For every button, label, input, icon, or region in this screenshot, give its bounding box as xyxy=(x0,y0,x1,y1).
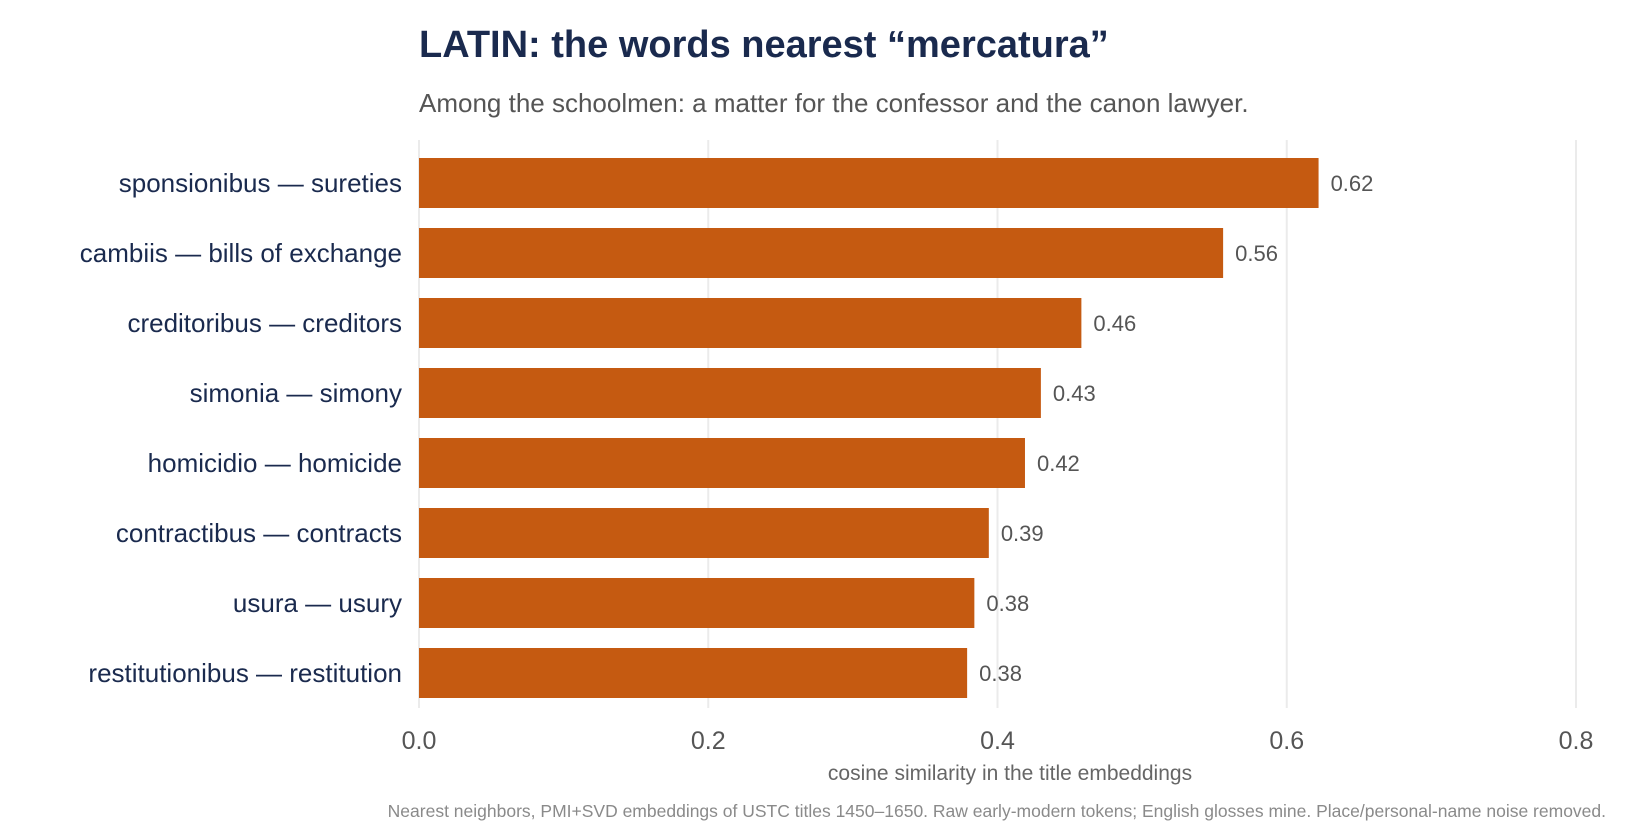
x-tick-label: 0.8 xyxy=(1559,727,1594,755)
value-label: 0.42 xyxy=(1037,451,1080,476)
chart-caption: Nearest neighbors, PMI+SVD embeddings of… xyxy=(387,801,1606,821)
x-tick-label: 0.6 xyxy=(1269,727,1304,755)
category-label: sponsionibus — sureties xyxy=(119,168,402,198)
chart-title: LATIN: the words nearest “mercatura” xyxy=(419,24,1109,66)
value-labels: 0.62 0.56 0.46 0.43 0.42 0.39 0.38 0.38 xyxy=(979,171,1373,686)
value-label: 0.39 xyxy=(1001,521,1044,546)
bar xyxy=(419,648,968,698)
category-label: creditoribus — creditors xyxy=(127,308,402,338)
category-label: simonia — simony xyxy=(190,378,402,408)
bar xyxy=(419,228,1224,278)
bar xyxy=(419,438,1025,488)
category-labels: sponsionibus — sureties cambiis — bills o… xyxy=(80,168,402,688)
value-label: 0.38 xyxy=(979,661,1022,686)
chart-subtitle: Among the schoolmen: a matter for the co… xyxy=(419,88,1249,118)
bar-chart: sponsionibus — sureties cambiis — bills o… xyxy=(80,140,1594,785)
value-label: 0.38 xyxy=(986,591,1029,616)
category-label: cambiis — bills of exchange xyxy=(80,238,402,268)
x-tick-label: 0.2 xyxy=(691,727,726,755)
x-tick-label: 0.0 xyxy=(402,727,437,755)
value-label: 0.43 xyxy=(1053,381,1096,406)
x-axis-ticks: 0.0 0.2 0.4 0.6 0.8 xyxy=(402,727,1594,755)
value-label: 0.56 xyxy=(1235,241,1278,266)
bar xyxy=(419,298,1082,348)
bar xyxy=(419,158,1319,208)
category-label: homicidio — homicide xyxy=(148,448,402,478)
bars xyxy=(419,158,1319,698)
x-axis-title: cosine similarity in the title embedding… xyxy=(828,762,1192,785)
category-label: contractibus — contracts xyxy=(116,518,402,548)
category-label: restitutionibus — restitution xyxy=(88,658,402,688)
value-label: 0.62 xyxy=(1331,171,1374,196)
bar xyxy=(419,578,975,628)
category-label: usura — usury xyxy=(233,588,402,618)
x-tick-label: 0.4 xyxy=(980,727,1015,755)
value-label: 0.46 xyxy=(1093,311,1136,336)
bar xyxy=(419,368,1041,418)
bar xyxy=(419,508,989,558)
